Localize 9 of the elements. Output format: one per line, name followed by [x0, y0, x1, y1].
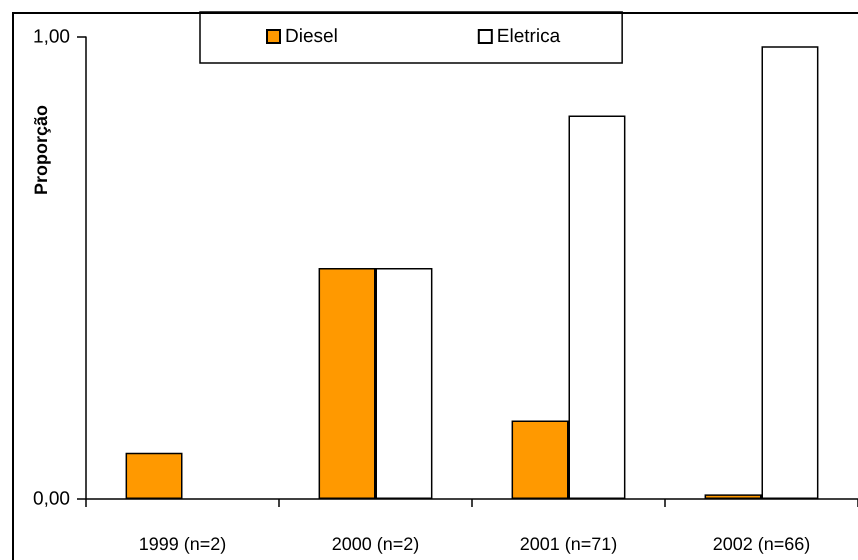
x-tick-label: 2000 (n=2): [332, 534, 420, 554]
legend-label: Diesel: [285, 26, 338, 47]
x-tick-label: 1999 (n=2): [138, 534, 226, 554]
x-tick-label: 2001 (n=71): [520, 534, 618, 554]
x-tick-label: 2002 (n=66): [712, 534, 810, 554]
y-tick-label: 1,00: [33, 26, 70, 48]
y-tick-label: 0,00: [33, 488, 70, 510]
legend-label: Eletrica: [496, 26, 561, 47]
y-axis-title: Proporção: [31, 104, 51, 196]
